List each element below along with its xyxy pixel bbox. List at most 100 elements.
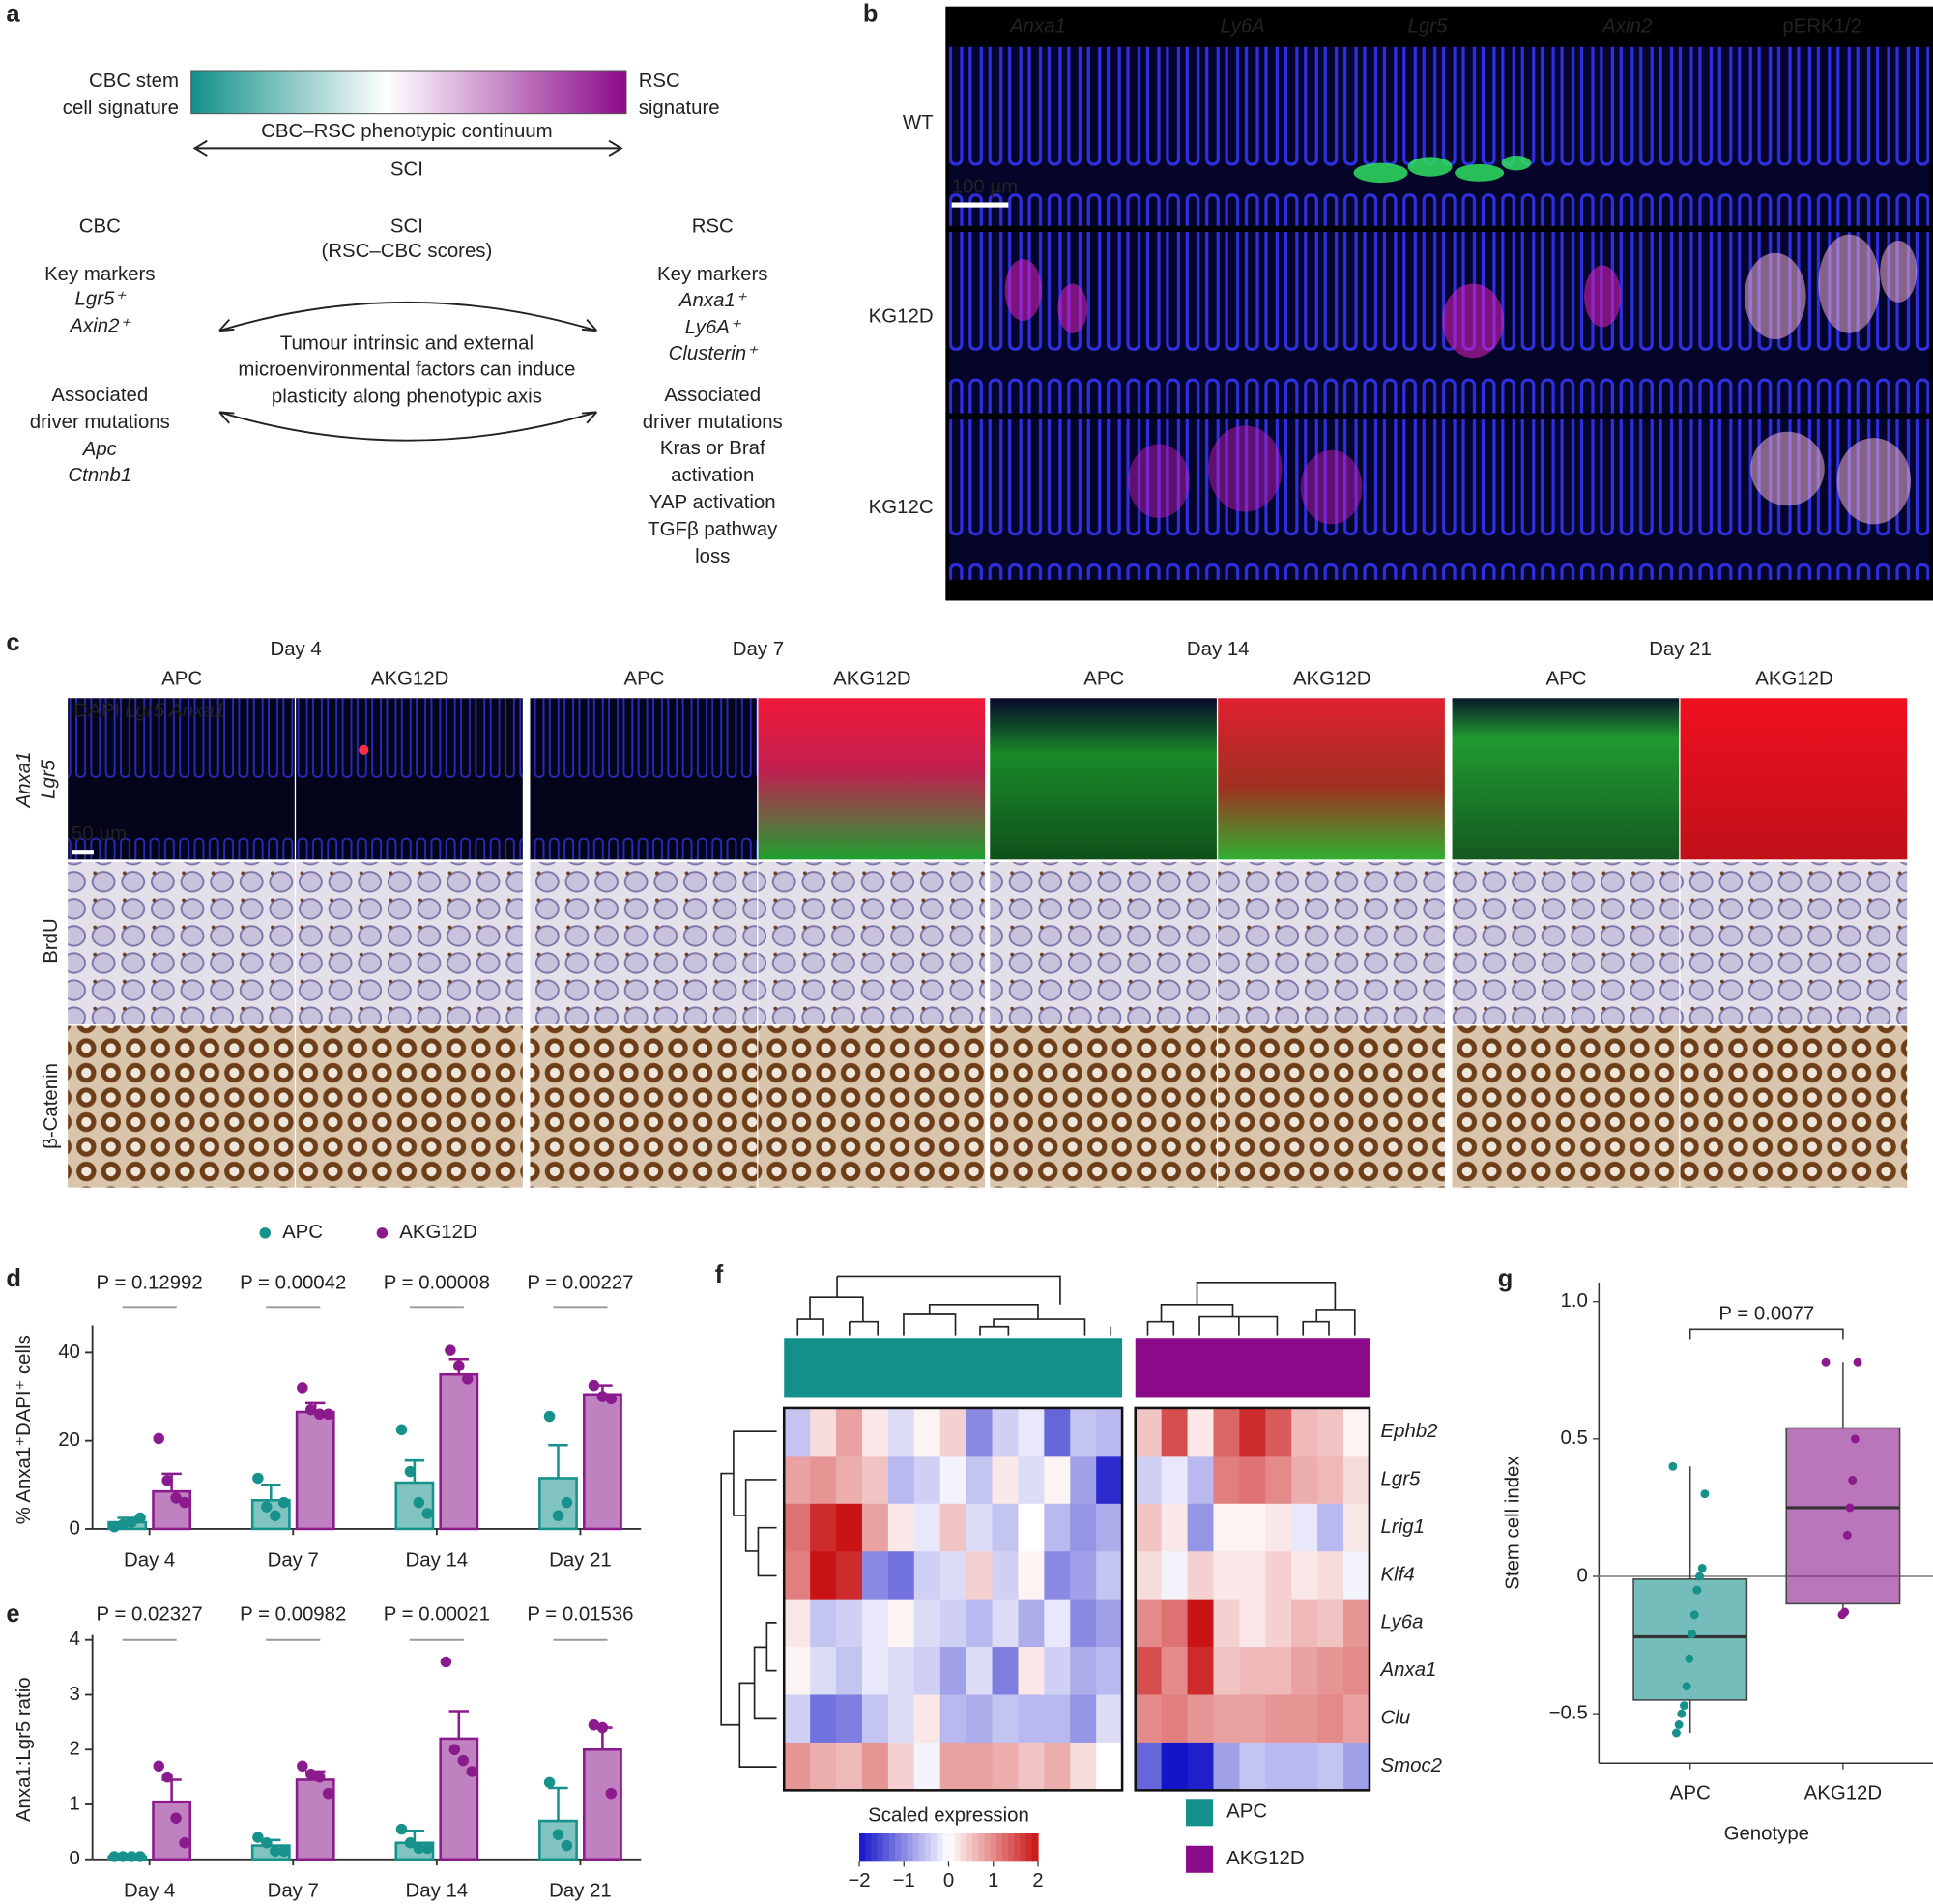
data-point (153, 1760, 164, 1773)
heatmap-cell (836, 1742, 863, 1791)
fluorescence-image (1218, 698, 1445, 860)
heatmap-cell (1317, 1599, 1344, 1648)
row-label: KG12D (869, 306, 934, 328)
heatmap-cell (784, 1599, 811, 1648)
genotype-label: AKG12D (371, 669, 448, 690)
micrograph-blobs (1004, 156, 1918, 525)
box (1785, 1427, 1901, 1605)
heatmap-cell (1265, 1407, 1292, 1457)
heatmap-cell (836, 1407, 863, 1457)
heatmap-cell (1239, 1551, 1266, 1601)
heatmap-cell (1239, 1694, 1266, 1744)
genotype-label: APC (623, 669, 664, 690)
data-point (466, 1766, 477, 1777)
p-bracket (1688, 1328, 1844, 1340)
data-point (1668, 1461, 1678, 1471)
heatmap-cell (1317, 1551, 1344, 1601)
data-point (170, 1492, 182, 1504)
heatmap-cell (1018, 1742, 1045, 1791)
data-point (252, 1472, 264, 1485)
column-line: Axin2⁺ (69, 316, 131, 337)
data-point (252, 1832, 264, 1843)
y-tick-label: 0 (1577, 1565, 1588, 1586)
legend-label: APC (1226, 1802, 1267, 1823)
heatmap-cell (1343, 1456, 1370, 1505)
heatmap-cell (836, 1456, 863, 1505)
data-point (1674, 1720, 1684, 1729)
data-point (395, 1823, 408, 1835)
heatmap-cell (1135, 1551, 1163, 1601)
heatmap-cell (1239, 1456, 1266, 1505)
data-point (322, 1787, 334, 1800)
stain-spot (359, 744, 369, 755)
heatmap-cell (1135, 1503, 1163, 1552)
heatmap-cell (810, 1503, 837, 1552)
continuum-label: CBC–RSC phenotypic continuum (261, 121, 552, 142)
heatmap-cell (861, 1647, 889, 1696)
heatmap-cell (1135, 1456, 1163, 1505)
y-axis-label: Stem cell index (1503, 1456, 1524, 1589)
column-line: Key markers (657, 264, 767, 285)
data-point (448, 1744, 461, 1755)
heatmap-cell (1291, 1694, 1318, 1744)
heatmap-cell (887, 1742, 915, 1791)
stain-label: DAPI (74, 701, 121, 722)
heatmap-cell (1213, 1551, 1240, 1601)
heatmap-cell (1070, 1599, 1097, 1648)
heatmap-cell (810, 1551, 837, 1601)
data-point (1837, 1610, 1847, 1620)
colorbar-step (937, 1832, 943, 1862)
panel-label: g (1498, 1265, 1514, 1292)
y-axis-label: Anxa1:Lgr5 ratio (14, 1677, 35, 1822)
column-line: activation (671, 465, 754, 486)
day-label: Day 21 (1649, 639, 1712, 660)
x-tick-label: Day 4 (124, 1880, 175, 1901)
brdu-image (296, 861, 523, 1024)
heatmap-cell (1291, 1407, 1318, 1457)
heatmap-cell (1265, 1551, 1292, 1601)
heatmap-cell (1161, 1551, 1189, 1601)
heatmap-cell (861, 1599, 889, 1648)
heatmap-cell (992, 1742, 1019, 1791)
heatmap-cell (1213, 1647, 1240, 1696)
heatmap-cell (784, 1742, 811, 1791)
heatmap-cell (1265, 1599, 1292, 1648)
p-value: P = 0.0077 (1718, 1303, 1814, 1324)
catenin-image (1680, 1025, 1908, 1188)
row-label: Lgr5 (1381, 1468, 1421, 1489)
fluorescence-label: Lgr5 (38, 759, 59, 798)
catenin-image (1218, 1025, 1445, 1188)
heatmap-cell (887, 1503, 915, 1552)
heatmap-cell (1213, 1407, 1240, 1457)
heatmap-cell (887, 1599, 915, 1648)
data-point (270, 1510, 281, 1521)
heatmap-cell (887, 1407, 915, 1457)
colorbar-step (877, 1832, 884, 1862)
fluorescence-image (68, 698, 295, 860)
data-point (277, 1845, 290, 1858)
heatmap-cell (966, 1456, 994, 1505)
heatmap-cell (861, 1742, 889, 1791)
data-point (1677, 1709, 1687, 1718)
heatmap-cell (1044, 1551, 1071, 1601)
brdu-image (68, 861, 295, 1024)
stain-blob (1455, 163, 1505, 182)
bar (439, 1737, 479, 1861)
x-tick-label: Day 14 (406, 1880, 469, 1901)
catenin-image (530, 1025, 758, 1188)
fluorescence-image (1452, 698, 1680, 860)
heatmap-cell (1070, 1647, 1097, 1696)
p-value: P = 0.00021 (384, 1604, 490, 1626)
heatmap-cell (1187, 1694, 1214, 1744)
heatmap-cell (861, 1456, 889, 1505)
bar (295, 1410, 335, 1531)
colorbar-step (895, 1832, 902, 1862)
axis-label: SCI (390, 159, 423, 181)
double-arrow (192, 139, 623, 157)
data-point (421, 1508, 434, 1519)
signature-label: RSC (639, 71, 680, 92)
heatmap-cell (939, 1456, 967, 1505)
heatmap-cell (913, 1742, 941, 1791)
